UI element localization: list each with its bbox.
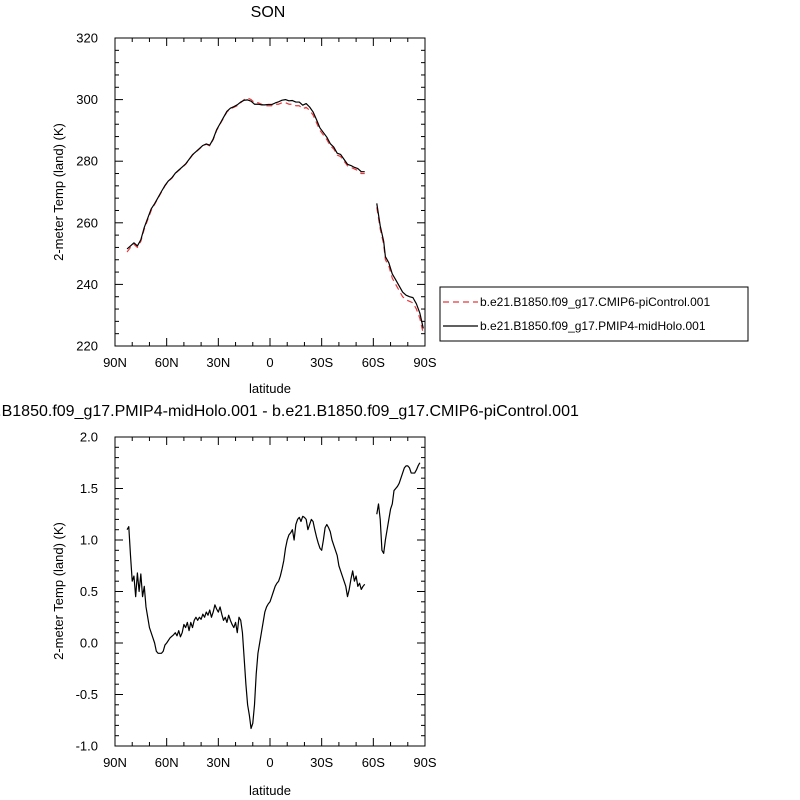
top-y-tick-labels: 220 240 260 280 300 320	[76, 31, 98, 354]
top-y-tick-label: 240	[76, 277, 98, 292]
bottom-y-tick-label: 0.0	[80, 636, 98, 651]
bottom-y-tick-label: 2.0	[80, 430, 98, 445]
bottom-x-tick-label: 90N	[103, 755, 127, 770]
top-series-group	[126, 97, 424, 334]
top-series-0-line	[126, 97, 365, 253]
bottom-chart-title: b.e21.B1850.f09_g17.PMIP4-midHolo.001 - …	[0, 403, 579, 420]
bottom-series-0-line	[126, 515, 366, 730]
top-y-tick-label: 300	[76, 92, 98, 107]
bottom-x-tick-label: 60S	[362, 755, 385, 770]
bottom-x-axis-label: latitude	[249, 783, 291, 798]
top-x-tick-label: 90S	[413, 355, 436, 370]
bottom-x-tick-label: 30N	[206, 755, 230, 770]
top-x-axis-label: latitude	[249, 381, 291, 396]
top-y-axis-label: 2-meter Temp (land) (K)	[51, 123, 66, 261]
bottom-series-group	[126, 462, 421, 730]
top-x-tick-label: 60N	[155, 355, 179, 370]
bottom-x-tick-label: 60N	[155, 755, 179, 770]
top-series-1-line	[126, 99, 365, 250]
top-x-tick-label: 60S	[362, 355, 385, 370]
top-y-tick-label: 220	[76, 339, 98, 354]
legend-label-midholo: b.e21.B1850.f09_g17.PMIP4-midHolo.001	[480, 319, 706, 333]
top-y-tick-label: 320	[76, 31, 98, 46]
bottom-x-tick-labels: 90N 60N 30N 0 30S 60S 90S	[103, 755, 437, 770]
bottom-x-tick-label: 0	[266, 755, 273, 770]
legend-box	[439, 286, 749, 342]
bottom-y-tick-label: 0.5	[80, 584, 98, 599]
bottom-y-tick-label: 1.5	[80, 481, 98, 496]
top-series-0-line	[376, 207, 424, 334]
top-x-tick-label: 30N	[206, 355, 230, 370]
bottom-x-tick-label: 30S	[310, 755, 333, 770]
top-y-tick-label: 280	[76, 154, 98, 169]
legend-label-picontrol: b.e21.B1850.f09_g17.CMIP6-piControl.001	[480, 295, 710, 309]
bottom-y-tick-label: -0.5	[76, 687, 98, 702]
top-y-tick-label: 260	[76, 215, 98, 230]
top-chart: SON 90N 60N 30N 0 30S 60S 90S 220 240 260 280 300 3…	[51, 4, 749, 396]
bottom-series-0-line	[376, 462, 421, 554]
bottom-axis-ticks	[114, 436, 426, 747]
bottom-y-tick-label: 1.0	[80, 533, 98, 548]
top-chart-title: SON	[251, 4, 286, 21]
top-legend: b.e21.B1850.f09_g17.CMIP6-piControl.001 …	[439, 286, 749, 342]
bottom-y-axis-label: 2-meter Temp (land) (K)	[51, 522, 66, 660]
top-plot-frame	[114, 37, 426, 347]
bottom-y-tick-labels: -1.0 -0.5 0.0 0.5 1.0 1.5 2.0	[76, 430, 98, 754]
bottom-chart: b.e21.B1850.f09_g17.PMIP4-midHolo.001 - …	[0, 403, 579, 798]
top-series-1-line	[376, 203, 424, 329]
bottom-y-tick-label: -1.0	[76, 739, 98, 754]
bottom-x-tick-label: 90S	[413, 755, 436, 770]
top-x-tick-label: 90N	[103, 355, 127, 370]
top-x-tick-label: 0	[266, 355, 273, 370]
bottom-plot-frame	[114, 436, 426, 747]
top-x-tick-label: 30S	[310, 355, 333, 370]
top-x-tick-labels: 90N 60N 30N 0 30S 60S 90S	[103, 355, 437, 370]
